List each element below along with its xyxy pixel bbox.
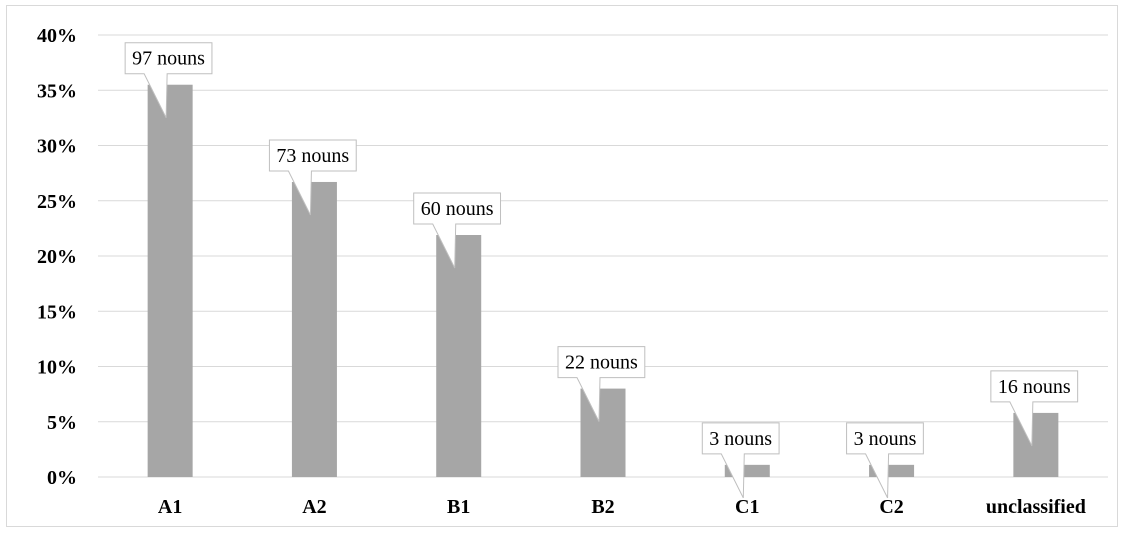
callout-shape: [124, 42, 213, 118]
bar: [147, 84, 193, 477]
callout-shape: [990, 370, 1079, 447]
y-tick-label: 20%: [37, 246, 77, 268]
y-tick-label: 0%: [47, 467, 77, 489]
data-label-callout: 3 nouns: [701, 422, 780, 499]
data-label: 3 nouns: [854, 428, 917, 450]
data-label-callout: 60 nouns: [413, 192, 502, 269]
data-label: 60 nouns: [421, 198, 494, 220]
data-label: 73 nouns: [276, 145, 349, 167]
y-tick-label: 40%: [37, 25, 77, 47]
y-tick-label: 35%: [37, 80, 77, 102]
data-label-callout: 97 nouns: [124, 42, 213, 118]
callout-shape: [701, 422, 780, 499]
data-label-callout: 22 nouns: [557, 346, 646, 422]
callout-shape: [268, 139, 357, 216]
callout-shape: [846, 422, 924, 499]
x-category-label: C1: [735, 496, 759, 518]
data-label: 3 nouns: [709, 428, 772, 450]
bar: [291, 181, 337, 477]
x-category-label: A2: [302, 496, 326, 518]
x-category-label: B2: [591, 496, 614, 518]
data-label-callouts: 97 nouns 73 nouns 60 nouns 22 nouns 3 nouns 3…: [124, 42, 1079, 499]
bar: [436, 235, 482, 477]
data-label-callout: 73 nouns: [268, 139, 357, 216]
x-category-label: unclassified: [986, 496, 1086, 518]
data-label: 22 nouns: [565, 352, 638, 374]
gridlines: [98, 34, 1108, 478]
y-tick-label: 10%: [37, 357, 77, 379]
x-category-label: A1: [158, 496, 182, 518]
y-tick-label: 30%: [37, 136, 77, 158]
data-label: 97 nouns: [132, 48, 205, 70]
callout-shape: [557, 346, 646, 422]
x-axis-categories: A1 A2 B1 B2 C1 C2 unclassified: [158, 496, 1086, 518]
x-category-label: C2: [879, 496, 903, 518]
y-axis-ticks: 0% 5% 10% 15% 20% 25% 30% 35% 40%: [37, 25, 77, 489]
data-label-callout: 3 nouns: [846, 422, 924, 499]
y-tick-label: 25%: [37, 191, 77, 213]
y-tick-label: 5%: [47, 412, 77, 434]
data-label-callout: 16 nouns: [990, 370, 1079, 447]
callout-shape: [413, 192, 502, 269]
y-tick-label: 15%: [37, 301, 77, 323]
x-category-label: B1: [447, 496, 470, 518]
data-label: 16 nouns: [998, 376, 1071, 398]
bar: [580, 388, 626, 477]
